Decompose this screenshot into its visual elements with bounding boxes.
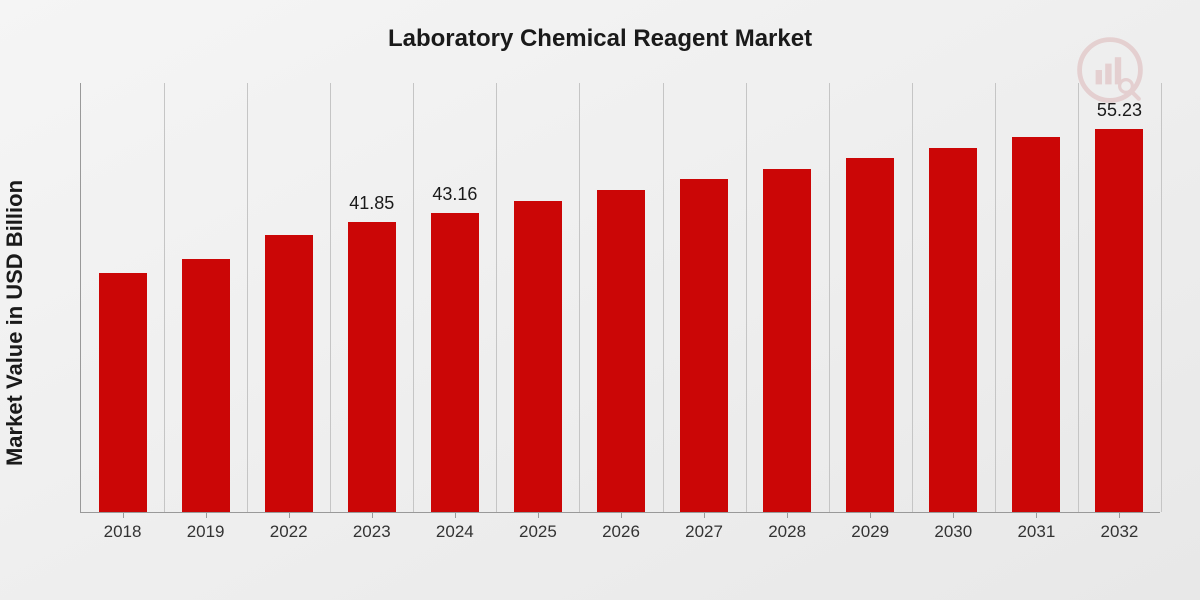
x-tick-label: 2031 (1017, 522, 1055, 542)
bar-value-label: 43.16 (432, 184, 477, 205)
x-tick (1119, 512, 1120, 518)
x-tick (206, 512, 207, 518)
bar (597, 190, 645, 513)
x-tick-label: 2029 (851, 522, 889, 542)
bar (1095, 129, 1143, 512)
gridline (746, 83, 747, 512)
bar (1012, 137, 1060, 512)
x-tick (1036, 512, 1037, 518)
bar-value-label: 41.85 (349, 193, 394, 214)
gridline (912, 83, 913, 512)
gridline (413, 83, 414, 512)
x-tick (372, 512, 373, 518)
gridline (247, 83, 248, 512)
x-tick-label: 2032 (1101, 522, 1139, 542)
gridline (164, 83, 165, 512)
gridline (330, 83, 331, 512)
bar-value-label: 55.23 (1097, 100, 1142, 121)
plot-area: 20182019202241.85202343.1620242025202620… (80, 83, 1160, 513)
x-tick-label: 2018 (104, 522, 142, 542)
bar (680, 179, 728, 512)
bar (929, 148, 977, 512)
chart-title: Laboratory Chemical Reagent Market (0, 0, 1200, 63)
x-tick (787, 512, 788, 518)
bar (99, 273, 147, 512)
gridline (829, 83, 830, 512)
bar (431, 213, 479, 512)
x-tick-label: 2023 (353, 522, 391, 542)
y-axis-label: Market Value in USD Billion (2, 180, 28, 466)
x-tick-label: 2019 (187, 522, 225, 542)
chart-container: Market Value in USD Billion 201820192022… (60, 83, 1190, 563)
bar (348, 222, 396, 512)
x-tick (455, 512, 456, 518)
bar (265, 235, 313, 512)
x-tick-label: 2026 (602, 522, 640, 542)
x-tick (704, 512, 705, 518)
x-tick (289, 512, 290, 518)
x-tick-label: 2028 (768, 522, 806, 542)
gridline (579, 83, 580, 512)
x-tick (953, 512, 954, 518)
x-tick-label: 2024 (436, 522, 474, 542)
x-tick-label: 2025 (519, 522, 557, 542)
bar (763, 169, 811, 512)
bar (514, 201, 562, 512)
gridline (995, 83, 996, 512)
x-tick (870, 512, 871, 518)
x-tick (123, 512, 124, 518)
x-tick (621, 512, 622, 518)
x-tick-label: 2022 (270, 522, 308, 542)
gridline (1161, 83, 1162, 512)
gridline (496, 83, 497, 512)
bar (182, 259, 230, 512)
gridline (663, 83, 664, 512)
bar (846, 158, 894, 512)
x-tick (538, 512, 539, 518)
x-tick-label: 2027 (685, 522, 723, 542)
x-tick-label: 2030 (934, 522, 972, 542)
gridline (1078, 83, 1079, 512)
